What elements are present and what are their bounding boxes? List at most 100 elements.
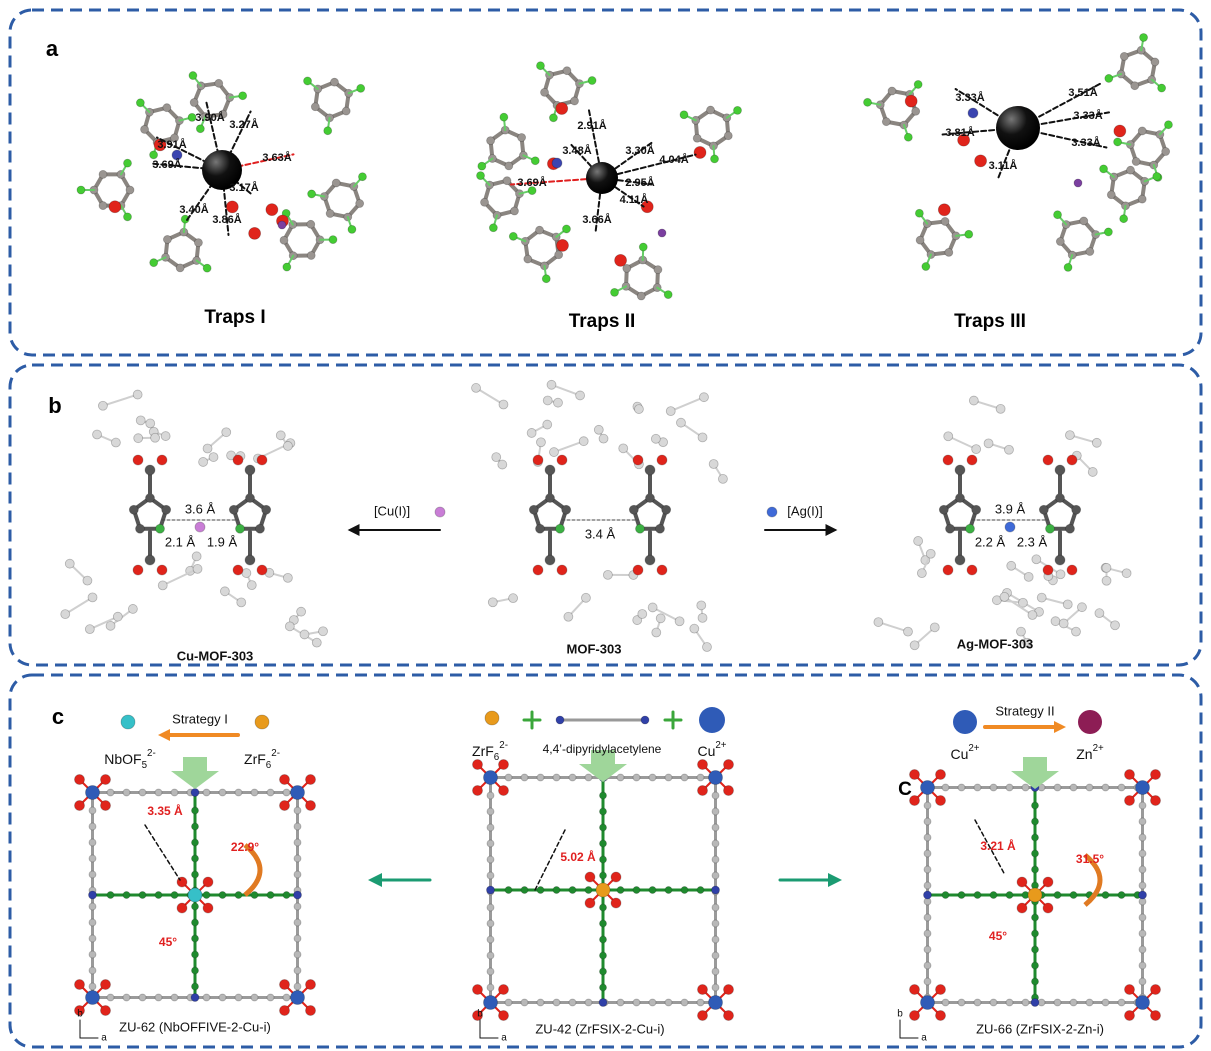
atom xyxy=(923,977,932,986)
atom xyxy=(723,984,734,995)
atom xyxy=(914,208,924,218)
atom xyxy=(711,935,720,944)
atom xyxy=(517,133,527,142)
rotation-arrow xyxy=(1083,853,1103,907)
atom xyxy=(1104,74,1114,83)
atom xyxy=(556,564,568,576)
atom xyxy=(689,623,700,634)
atom xyxy=(711,983,720,992)
formula-sup: 2+ xyxy=(715,740,726,751)
atom xyxy=(244,554,256,566)
atom xyxy=(279,235,289,245)
atom xyxy=(191,918,199,927)
atom xyxy=(140,125,149,134)
atom xyxy=(88,950,97,959)
atom xyxy=(632,454,644,466)
atom xyxy=(711,823,720,832)
atom xyxy=(88,890,97,900)
atom xyxy=(923,817,932,826)
atom xyxy=(881,117,891,127)
atom xyxy=(1124,795,1135,806)
atom xyxy=(504,886,513,894)
atom xyxy=(138,788,147,797)
formula-sub: 6 xyxy=(494,752,500,763)
atom xyxy=(486,823,495,832)
atom xyxy=(155,523,165,534)
atom xyxy=(640,715,650,725)
atom xyxy=(644,554,656,566)
atom xyxy=(723,785,734,796)
atom xyxy=(599,919,607,928)
atom xyxy=(656,454,668,466)
atom xyxy=(279,1005,290,1016)
atom xyxy=(498,759,509,770)
atom xyxy=(1124,984,1135,995)
atom xyxy=(664,886,673,894)
atom xyxy=(1021,783,1030,792)
atom xyxy=(1016,626,1026,637)
atom xyxy=(1101,891,1110,899)
bond xyxy=(947,435,978,451)
label: 3.11Å xyxy=(989,159,1018,172)
atom xyxy=(863,97,872,107)
atom xyxy=(135,415,146,426)
atom xyxy=(618,443,629,454)
atom xyxy=(149,150,158,160)
atom xyxy=(123,212,132,222)
label: 3.6 Å xyxy=(185,501,216,516)
axis-label: a xyxy=(101,1033,107,1044)
atom xyxy=(911,106,921,116)
atom xyxy=(544,554,556,566)
atom xyxy=(328,235,338,245)
bond xyxy=(974,819,1006,876)
atom xyxy=(132,454,144,466)
atom xyxy=(1138,849,1147,858)
atom xyxy=(189,98,199,107)
atom xyxy=(108,200,122,214)
atom xyxy=(250,993,259,1002)
bond xyxy=(88,615,119,631)
atom xyxy=(644,464,656,476)
atom xyxy=(154,891,163,899)
atom xyxy=(584,773,593,782)
label: 2.2 Å xyxy=(975,534,1006,549)
atom xyxy=(1004,521,1016,533)
atom xyxy=(191,966,199,975)
atom xyxy=(599,903,607,912)
atom xyxy=(766,506,778,518)
atom xyxy=(1053,210,1062,220)
atom xyxy=(238,91,248,101)
atom xyxy=(88,934,97,943)
label: 3.33Å xyxy=(1073,109,1102,122)
atom xyxy=(1150,57,1160,67)
atom xyxy=(920,780,935,795)
atom xyxy=(1110,620,1120,631)
formula: ZrF62- xyxy=(472,740,508,763)
atom xyxy=(486,903,495,912)
bond xyxy=(475,386,505,406)
atom xyxy=(170,891,179,899)
atom xyxy=(1042,454,1054,466)
atom xyxy=(282,993,291,1002)
label: 3.35 Å xyxy=(147,803,183,818)
atom xyxy=(1053,998,1062,1007)
atom xyxy=(74,800,85,811)
atom xyxy=(125,185,135,195)
atom xyxy=(232,454,244,466)
atom xyxy=(191,838,199,847)
atom xyxy=(711,885,720,895)
atom xyxy=(279,979,290,990)
atom xyxy=(486,136,495,146)
atom xyxy=(293,854,302,863)
atom xyxy=(1018,597,1028,608)
atom xyxy=(563,611,574,622)
atom xyxy=(676,417,686,428)
atom xyxy=(282,891,291,899)
label: 3.33Å xyxy=(955,91,984,104)
atom xyxy=(255,523,265,534)
atom xyxy=(941,783,950,792)
atom xyxy=(170,133,179,143)
label: 5.02 Å xyxy=(560,849,596,864)
atom xyxy=(1150,984,1161,995)
atom xyxy=(1138,881,1147,890)
